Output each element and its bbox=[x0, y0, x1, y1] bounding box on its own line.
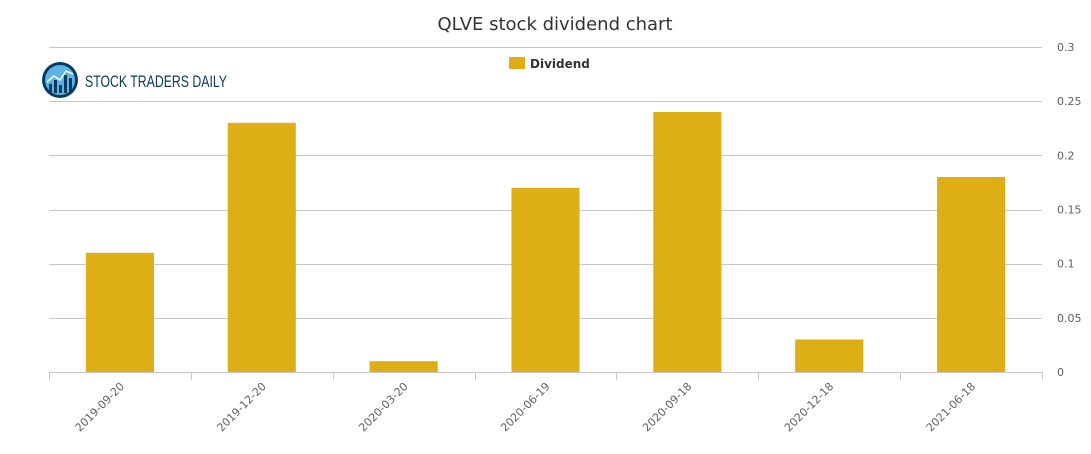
legend-label-dividend: Dividend bbox=[530, 57, 590, 71]
y-tick-label: 0.25 bbox=[1057, 95, 1082, 108]
bar-dividend[interactable] bbox=[795, 339, 864, 373]
bar-dividend[interactable] bbox=[227, 122, 296, 372]
stock-traders-daily-logo: STOCK TRADERS DAILY bbox=[42, 62, 227, 98]
y-axis-tick-labels: 0 0.05 0.1 0.15 0.2 0.25 0.3 bbox=[1057, 41, 1082, 379]
x-tick-label: 2020-06-19 bbox=[498, 380, 552, 434]
y-tick-label: 0.2 bbox=[1057, 149, 1075, 162]
chart-title: QLVE stock dividend chart bbox=[437, 14, 672, 35]
y-tick-label: 0.1 bbox=[1057, 258, 1075, 271]
x-tick-label: 2020-03-20 bbox=[356, 380, 410, 434]
y-tick-label: 0.15 bbox=[1057, 204, 1082, 217]
bar-dividend[interactable] bbox=[511, 187, 580, 372]
bar-dividend[interactable] bbox=[937, 177, 1006, 372]
x-tick-label: 2019-09-20 bbox=[73, 380, 127, 434]
logo-wordmark: STOCK TRADERS DAILY bbox=[85, 72, 227, 91]
y-tick-label: 0.3 bbox=[1057, 41, 1075, 54]
x-axis-tick-labels: 2019-09-20 2019-12-20 2020-03-20 2020-06-19… bbox=[73, 380, 979, 434]
bar-dividend[interactable] bbox=[653, 112, 722, 372]
bars bbox=[85, 112, 1006, 373]
y-tick-label: 0.05 bbox=[1057, 312, 1082, 325]
x-axis bbox=[49, 372, 1043, 380]
logo-badge-icon bbox=[42, 62, 78, 98]
y-tick-label: 0 bbox=[1057, 366, 1064, 379]
bar-dividend[interactable] bbox=[85, 252, 154, 372]
x-tick-label: 2020-12-18 bbox=[782, 380, 836, 434]
x-tick-label: 2020-09-18 bbox=[640, 380, 694, 434]
legend[interactable]: Dividend bbox=[509, 57, 590, 71]
bar-dividend[interactable] bbox=[369, 361, 438, 372]
x-tick-label: 2021-06-18 bbox=[924, 380, 978, 434]
legend-swatch-dividend bbox=[509, 57, 525, 69]
x-tick-label: 2019-12-20 bbox=[215, 380, 269, 434]
